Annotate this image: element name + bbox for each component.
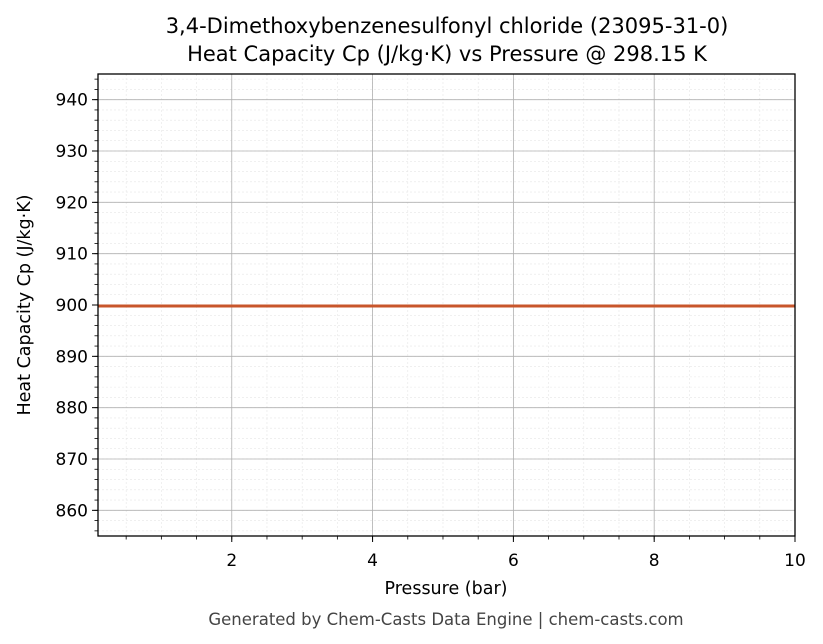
y-tick-label: 910 [56,245,88,265]
y-tick-label: 900 [56,296,88,316]
x-tick-label: 10 [784,551,806,571]
y-tick-label: 880 [56,399,88,419]
x-tick-label: 8 [649,551,660,571]
x-axis-label: Pressure (bar) [385,579,508,599]
chart-title: 3,4-Dimethoxybenzenesulfonyl chloride (2… [166,14,729,38]
y-tick-label: 860 [56,501,88,521]
y-axis-label: Heat Capacity Cp (J/kg·K) [15,195,35,416]
y-tick-label: 890 [56,347,88,367]
footer-credit: Generated by Chem-Casts Data Engine | ch… [208,610,683,629]
x-tick-label: 2 [226,551,237,571]
y-tick-label: 940 [56,91,88,111]
y-tick-label: 920 [56,193,88,213]
chart-subtitle: Heat Capacity Cp (J/kg·K) vs Pressure @ … [187,42,708,66]
axis-tick-labels: 2 4 6 8 10 860 870 880 890 900 910 920 930 940 [56,91,806,571]
x-tick-label: 6 [508,551,519,571]
x-tick-label: 4 [367,551,378,571]
y-tick-label: 930 [56,142,88,162]
y-tick-label: 870 [56,450,88,470]
axis-ticks [92,78,796,542]
